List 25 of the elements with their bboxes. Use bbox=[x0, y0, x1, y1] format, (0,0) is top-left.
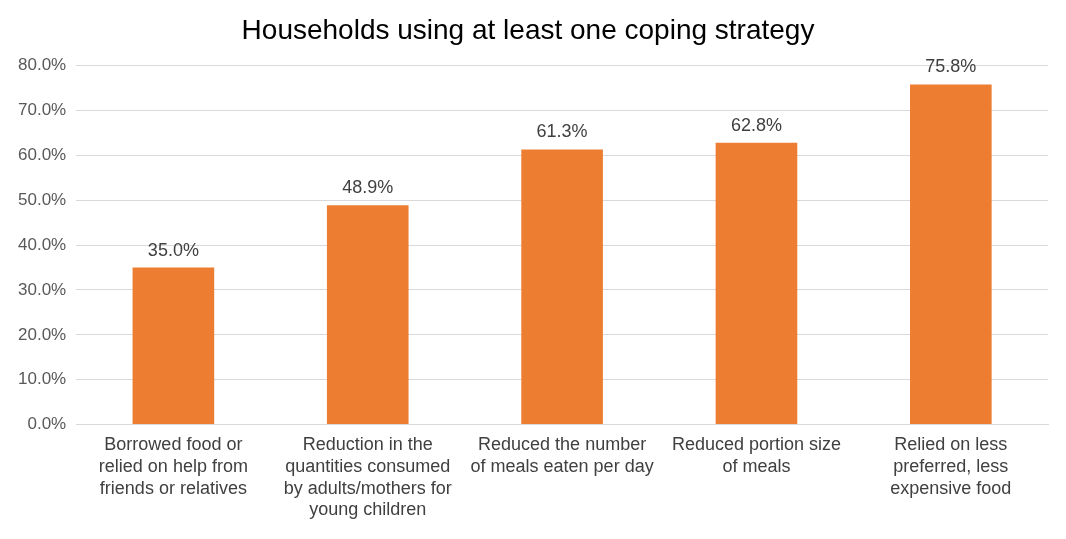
y-tick-label: 60.0% bbox=[18, 145, 67, 165]
chart-title: Households using at least one coping strategy bbox=[241, 13, 815, 45]
y-tick-label: 10.0% bbox=[18, 369, 67, 389]
data-label: 35.0% bbox=[147, 239, 199, 260]
y-tick-label: 40.0% bbox=[18, 234, 67, 254]
bar bbox=[715, 142, 798, 425]
y-tick-label: 30.0% bbox=[18, 279, 67, 299]
x-tick-label: Borrowed food or relied on help from friends or relatives bbox=[98, 434, 248, 498]
x-tick-label: Reduction in the quantities consumed by adults/mothers for young children bbox=[283, 434, 452, 520]
x-tick-label: Reduced the number of meals eaten per day bbox=[470, 434, 654, 476]
y-tick-label: 50.0% bbox=[18, 189, 67, 209]
x-tick-label: Reduced portion size of meals bbox=[671, 434, 842, 476]
data-label: 48.9% bbox=[342, 177, 394, 198]
data-label: 62.8% bbox=[730, 114, 782, 135]
x-tick-label: Relied on less preferred, less expensive food bbox=[890, 434, 1012, 498]
data-label: 75.8% bbox=[925, 56, 977, 77]
y-tick-label: 80.0% bbox=[18, 55, 67, 75]
y-tick-label: 0.0% bbox=[27, 414, 67, 434]
bar bbox=[326, 205, 409, 425]
bar bbox=[910, 84, 992, 425]
y-tick-label: 20.0% bbox=[18, 324, 67, 344]
bar bbox=[521, 149, 603, 425]
data-label: 61.3% bbox=[536, 121, 588, 142]
y-tick-label: 70.0% bbox=[18, 100, 67, 120]
bar bbox=[132, 267, 215, 425]
